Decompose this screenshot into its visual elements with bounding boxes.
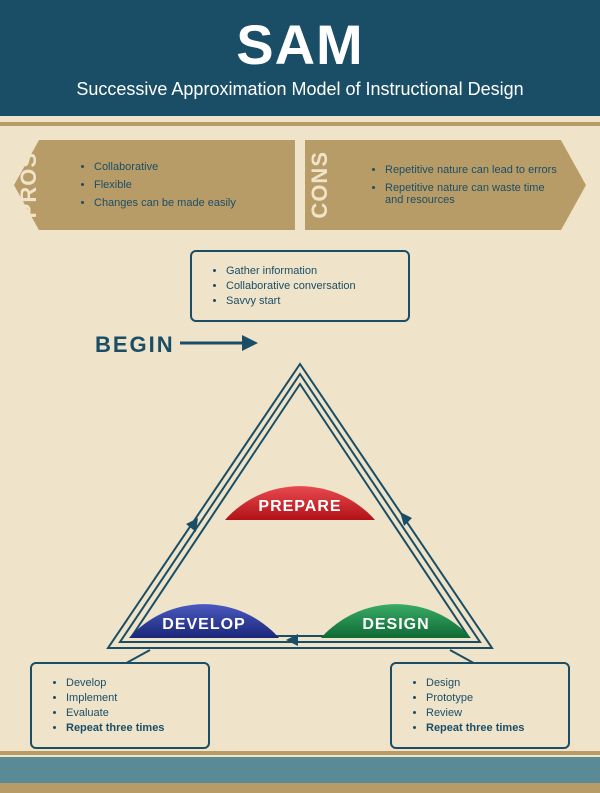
- page-subtitle: Successive Approximation Model of Instru…: [0, 79, 600, 100]
- list-item: Implement: [66, 692, 192, 704]
- page-title: SAM: [0, 12, 600, 77]
- pros-label: PROS: [14, 152, 44, 218]
- header: SAM Successive Approximation Model of In…: [0, 0, 600, 116]
- list-item: Collaborative conversation: [226, 280, 392, 292]
- list-item: Collaborative: [94, 161, 260, 173]
- develop-label: DEVELOP: [124, 616, 284, 634]
- triangle-diagram: PREPARE DEVELOP DESIGN: [80, 340, 520, 680]
- list-item: Develop: [66, 677, 192, 689]
- divider: [0, 122, 600, 126]
- list-item: Changes can be made easily: [94, 197, 260, 209]
- prepare-info-box: Gather information Collaborative convers…: [190, 250, 410, 322]
- list-item: Evaluate: [66, 707, 192, 719]
- pros-box: PROS Collaborative Flexible Changes can …: [14, 140, 295, 230]
- pros-list: Collaborative Flexible Changes can be ma…: [44, 155, 260, 215]
- list-item: Repetitive nature can lead to errors: [385, 164, 586, 176]
- prepare-node: PREPARE: [220, 412, 380, 522]
- list-item: Repeat three times: [66, 722, 192, 734]
- footer-bar-teal: [0, 757, 600, 783]
- list-item: Flexible: [94, 179, 260, 191]
- develop-info-box: Develop Implement Evaluate Repeat three …: [30, 662, 210, 749]
- prepare-label: PREPARE: [220, 498, 380, 516]
- list-item: Savvy start: [226, 295, 392, 307]
- footer: [0, 757, 600, 793]
- design-node: DESIGN: [316, 530, 476, 640]
- cons-list: Repetitive nature can lead to errors Rep…: [335, 158, 586, 212]
- cons-label: CONS: [305, 151, 335, 219]
- list-item: Gather information: [226, 265, 392, 277]
- list-item: Design: [426, 677, 552, 689]
- develop-node: DEVELOP: [124, 530, 284, 640]
- footer-bar-tan: [0, 783, 600, 793]
- list-item: Repeat three times: [426, 722, 552, 734]
- list-item: Repetitive nature can waste time and res…: [385, 182, 586, 206]
- footer-divider: [0, 751, 600, 755]
- list-item: Prototype: [426, 692, 552, 704]
- design-label: DESIGN: [316, 616, 476, 634]
- cons-box: CONS Repetitive nature can lead to error…: [305, 140, 586, 230]
- list-item: Review: [426, 707, 552, 719]
- design-info-box: Design Prototype Review Repeat three tim…: [390, 662, 570, 749]
- pros-cons-row: PROS Collaborative Flexible Changes can …: [0, 132, 600, 238]
